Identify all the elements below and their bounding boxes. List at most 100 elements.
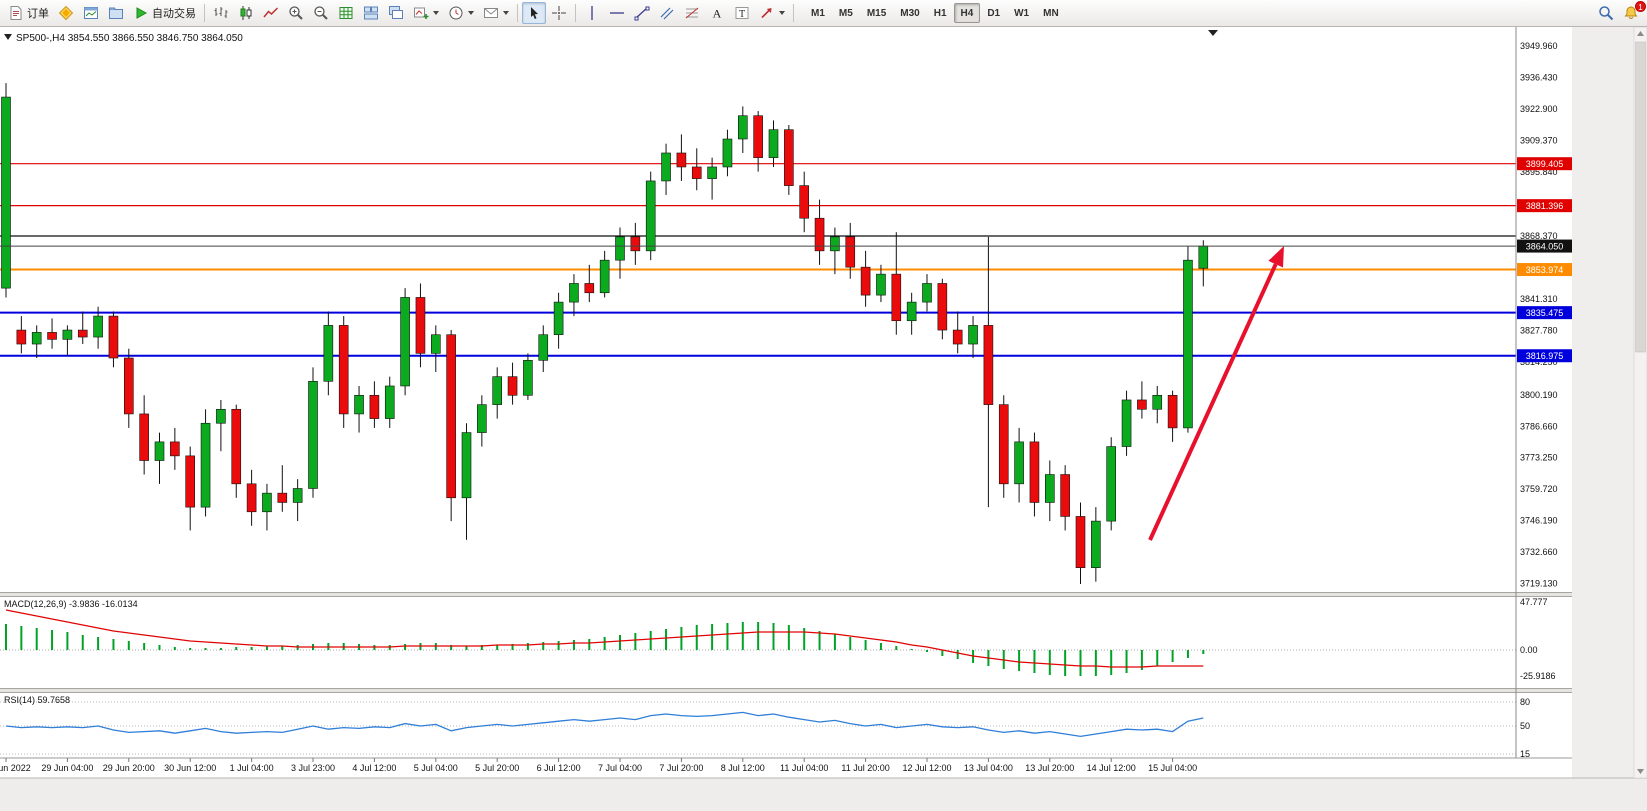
pane-splitter[interactable] <box>0 688 1572 693</box>
price-badge-label: 3881.396 <box>1526 201 1564 211</box>
timeframe-h1[interactable]: H1 <box>927 3 954 23</box>
search-button[interactable] <box>1594 2 1618 24</box>
candle-body <box>553 301 564 336</box>
market-grid-button[interactable] <box>334 2 358 24</box>
charts-window-button[interactable] <box>79 2 103 24</box>
templates-button[interactable] <box>479 2 513 24</box>
tile-windows-button[interactable] <box>359 2 383 24</box>
text-label-tool-button[interactable]: T <box>730 2 754 24</box>
line-chart-mode-button[interactable] <box>259 2 283 24</box>
timeframe-h4[interactable]: H4 <box>953 3 981 23</box>
rsi-axis-label: 50 <box>1520 721 1530 731</box>
time-axis-label: 7 Jul 20:00 <box>659 763 703 773</box>
new-order-label: 订单 <box>27 8 49 20</box>
zoom-in-button[interactable] <box>284 2 308 24</box>
horizontal-line-tool-button[interactable] <box>605 2 629 24</box>
timeframe-mn[interactable]: MN <box>1036 3 1066 23</box>
channel-tool-button[interactable] <box>655 2 679 24</box>
bar-chart-mode-button[interactable] <box>209 2 233 24</box>
new-order-button[interactable]: 订单 <box>4 2 53 24</box>
arrow-tool-icon <box>759 5 775 21</box>
candlestick-icon <box>238 5 254 21</box>
periods-button[interactable] <box>444 2 478 24</box>
candle-body <box>507 376 518 396</box>
grid-icon <box>338 5 354 21</box>
time-axis-label: 13 Jul 20:00 <box>1025 763 1074 773</box>
candle-body <box>845 236 856 268</box>
trend-arrow-object[interactable] <box>1148 263 1278 541</box>
candle-body <box>937 283 948 331</box>
candle-body <box>262 492 272 513</box>
metaquotes-button[interactable] <box>54 2 78 24</box>
candle-body <box>968 325 978 345</box>
price-badge-label: 3899.405 <box>1526 159 1564 169</box>
candle-body <box>691 166 702 179</box>
candlestick-mode-button[interactable] <box>234 2 258 24</box>
vertical-line-tool-button[interactable] <box>580 2 604 24</box>
scrollbar-down-arrow[interactable] <box>1637 769 1644 774</box>
time-axis-label: 13 Jul 04:00 <box>964 763 1013 773</box>
timeframe-d1[interactable]: D1 <box>980 3 1007 23</box>
candle-body <box>154 441 165 461</box>
pane-splitter[interactable] <box>0 592 1572 597</box>
fibonacci-tool-button[interactable] <box>680 2 704 24</box>
timeframe-m5[interactable]: M5 <box>832 3 860 23</box>
text-tool-icon: A <box>709 5 725 21</box>
price-axis-label: 3868.370 <box>1520 231 1558 241</box>
candle-body <box>722 138 733 168</box>
price-axis-label: 3949.960 <box>1520 41 1558 51</box>
candle-body <box>62 329 73 340</box>
candle-body <box>47 332 57 340</box>
chevron-down-icon <box>503 11 509 15</box>
timeframe-m30[interactable]: M30 <box>893 3 926 23</box>
timeframe-w1[interactable]: W1 <box>1007 3 1036 23</box>
scrollbar-up-arrow[interactable] <box>1637 31 1644 36</box>
trendline-tool-button[interactable] <box>630 2 654 24</box>
candle-body <box>922 283 932 303</box>
main-toolbar: 订单 自动交易 <box>0 0 1647 27</box>
notification-badge[interactable]: 1 <box>1635 1 1646 12</box>
candle-body <box>1 96 11 289</box>
price-line-badge <box>1517 239 1572 253</box>
time-axis-label: 3 Jul 23:00 <box>291 763 335 773</box>
notifications-button[interactable] <box>1619 2 1643 24</box>
toolbar-separator <box>793 4 794 22</box>
arrows-tool-button[interactable] <box>755 2 789 24</box>
candle-body <box>216 408 226 424</box>
zoom-out-button[interactable] <box>309 2 333 24</box>
timeframe-m15[interactable]: M15 <box>860 3 893 23</box>
price-line-badge <box>1517 199 1572 213</box>
scroll-to-end-marker[interactable] <box>1208 30 1218 36</box>
candle-body <box>814 217 825 252</box>
add-indicator-button[interactable] <box>409 2 443 24</box>
profiles-button[interactable] <box>104 2 128 24</box>
candle-body <box>860 266 871 296</box>
text-tool-button[interactable]: A <box>705 2 729 24</box>
crosshair-tool-button[interactable] <box>547 2 571 24</box>
candle-body <box>1183 259 1193 429</box>
cascade-windows-button[interactable] <box>384 2 408 24</box>
price-badge-label: 3835.475 <box>1526 308 1564 318</box>
candle-body <box>338 325 349 415</box>
candle-body <box>1091 520 1101 569</box>
candle-body <box>108 315 119 359</box>
candle-body <box>369 394 380 419</box>
chart-window-icon <box>83 5 99 21</box>
candle-body <box>569 283 579 303</box>
crosshair-icon <box>551 5 567 21</box>
candle-body <box>661 152 671 182</box>
template-icon <box>483 5 499 21</box>
candle-body <box>998 404 1009 485</box>
candle-body <box>952 329 963 345</box>
price-badge-label: 3816.975 <box>1526 351 1564 361</box>
timeframe-m1[interactable]: M1 <box>804 3 832 23</box>
symbol-marker-icon[interactable] <box>4 34 12 40</box>
candle-body <box>31 332 42 345</box>
horizontal-line-icon <box>609 5 625 21</box>
fibonacci-icon <box>684 5 700 21</box>
scrollbar-thumb[interactable] <box>1635 41 1646 353</box>
cursor-tool-button[interactable] <box>522 2 546 24</box>
candle-body <box>430 334 441 354</box>
trend-arrow-head[interactable] <box>1268 246 1284 268</box>
autotrading-button[interactable]: 自动交易 <box>129 2 200 24</box>
